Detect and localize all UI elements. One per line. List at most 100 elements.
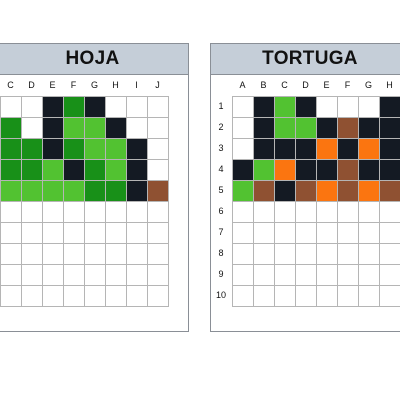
hoja-grid-cell[interactable] (84, 117, 106, 139)
tortuga-grid-cell[interactable] (274, 243, 296, 265)
tortuga-grid-cell[interactable] (253, 117, 275, 139)
hoja-grid-cell[interactable] (42, 285, 64, 307)
tortuga-grid-cell[interactable] (253, 222, 275, 244)
tortuga-grid-cell[interactable] (295, 180, 317, 202)
tortuga-grid-cell[interactable] (232, 138, 254, 160)
tortuga-grid-cell[interactable] (316, 264, 338, 286)
hoja-grid-cell[interactable] (84, 180, 106, 202)
tortuga-grid-cell[interactable] (253, 201, 275, 223)
tortuga-grid-cell[interactable] (337, 138, 359, 160)
tortuga-grid-cell[interactable] (316, 243, 338, 265)
tortuga-grid-cell[interactable] (253, 285, 275, 307)
tortuga-grid-cell[interactable] (337, 96, 359, 118)
tortuga-grid-cell[interactable] (232, 117, 254, 139)
hoja-grid-cell[interactable] (42, 201, 64, 223)
hoja-grid-cell[interactable] (42, 243, 64, 265)
tortuga-grid-cell[interactable] (337, 180, 359, 202)
tortuga-grid-cell[interactable] (274, 201, 296, 223)
hoja-grid-cell[interactable] (147, 180, 169, 202)
tortuga-grid-cell[interactable] (379, 159, 400, 181)
hoja-grid-cell[interactable] (105, 222, 127, 244)
tortuga-grid-cell[interactable] (295, 243, 317, 265)
tortuga-grid-cell[interactable] (274, 180, 296, 202)
hoja-grid-cell[interactable] (84, 201, 106, 223)
tortuga-grid-cell[interactable] (358, 285, 380, 307)
hoja-grid-cell[interactable] (63, 285, 85, 307)
tortuga-grid-cell[interactable] (316, 222, 338, 244)
tortuga-grid-cell[interactable] (232, 201, 254, 223)
tortuga-grid-cell[interactable] (358, 243, 380, 265)
hoja-grid-cell[interactable] (105, 243, 127, 265)
hoja-grid-cell[interactable] (42, 222, 64, 244)
hoja-grid-cell[interactable] (105, 264, 127, 286)
hoja-grid-cell[interactable] (0, 264, 22, 286)
hoja-grid-cell[interactable] (21, 243, 43, 265)
tortuga-grid-cell[interactable] (358, 117, 380, 139)
tortuga-grid-cell[interactable] (274, 138, 296, 160)
tortuga-grid-cell[interactable] (379, 285, 400, 307)
tortuga-grid-cell[interactable] (274, 159, 296, 181)
hoja-grid-cell[interactable] (63, 201, 85, 223)
hoja-grid-cell[interactable] (147, 96, 169, 118)
tortuga-grid-cell[interactable] (316, 117, 338, 139)
hoja-grid-cell[interactable] (0, 96, 22, 118)
hoja-grid-cell[interactable] (126, 201, 148, 223)
hoja-grid-cell[interactable] (126, 264, 148, 286)
hoja-grid-cell[interactable] (147, 243, 169, 265)
tortuga-grid-cell[interactable] (337, 264, 359, 286)
tortuga-grid-cell[interactable] (295, 222, 317, 244)
hoja-grid-cell[interactable] (84, 222, 106, 244)
hoja-grid-cell[interactable] (63, 159, 85, 181)
tortuga-grid-cell[interactable] (316, 96, 338, 118)
hoja-grid-cell[interactable] (84, 285, 106, 307)
tortuga-grid-cell[interactable] (358, 264, 380, 286)
hoja-grid-cell[interactable] (147, 264, 169, 286)
hoja-grid-cell[interactable] (126, 96, 148, 118)
hoja-grid-cell[interactable] (84, 243, 106, 265)
tortuga-grid-cell[interactable] (274, 222, 296, 244)
tortuga-grid-cell[interactable] (379, 138, 400, 160)
tortuga-grid-cell[interactable] (337, 201, 359, 223)
hoja-grid-cell[interactable] (21, 159, 43, 181)
tortuga-grid-cell[interactable] (274, 96, 296, 118)
hoja-grid-cell[interactable] (21, 222, 43, 244)
tortuga-grid-cell[interactable] (295, 159, 317, 181)
tortuga-grid-cell[interactable] (337, 159, 359, 181)
tortuga-grid-cell[interactable] (232, 243, 254, 265)
hoja-grid-cell[interactable] (42, 96, 64, 118)
hoja-grid-cell[interactable] (42, 117, 64, 139)
hoja-grid-cell[interactable] (126, 222, 148, 244)
tortuga-grid-cell[interactable] (316, 159, 338, 181)
hoja-grid-cell[interactable] (147, 138, 169, 160)
hoja-grid-cell[interactable] (0, 243, 22, 265)
hoja-grid-cell[interactable] (0, 180, 22, 202)
tortuga-grid-cell[interactable] (316, 180, 338, 202)
tortuga-grid-cell[interactable] (358, 222, 380, 244)
tortuga-grid-cell[interactable] (379, 201, 400, 223)
tortuga-grid-cell[interactable] (274, 264, 296, 286)
tortuga-grid-cell[interactable] (253, 96, 275, 118)
tortuga-grid-cell[interactable] (295, 201, 317, 223)
hoja-grid-cell[interactable] (0, 201, 22, 223)
hoja-grid-cell[interactable] (0, 117, 22, 139)
hoja-grid-cell[interactable] (126, 159, 148, 181)
hoja-grid-cell[interactable] (63, 243, 85, 265)
tortuga-grid-cell[interactable] (232, 285, 254, 307)
tortuga-grid-cell[interactable] (337, 285, 359, 307)
hoja-grid-cell[interactable] (0, 222, 22, 244)
tortuga-grid-cell[interactable] (295, 96, 317, 118)
tortuga-grid-cell[interactable] (295, 138, 317, 160)
hoja-grid-cell[interactable] (21, 201, 43, 223)
tortuga-grid-cell[interactable] (358, 180, 380, 202)
hoja-grid-cell[interactable] (126, 285, 148, 307)
tortuga-grid-cell[interactable] (358, 96, 380, 118)
hoja-grid-cell[interactable] (21, 96, 43, 118)
hoja-grid-cell[interactable] (147, 159, 169, 181)
hoja-grid-cell[interactable] (42, 264, 64, 286)
hoja-grid-cell[interactable] (105, 201, 127, 223)
hoja-grid-cell[interactable] (105, 96, 127, 118)
hoja-grid-cell[interactable] (63, 96, 85, 118)
tortuga-grid-cell[interactable] (358, 138, 380, 160)
hoja-grid-cell[interactable] (147, 201, 169, 223)
hoja-grid-cell[interactable] (21, 117, 43, 139)
